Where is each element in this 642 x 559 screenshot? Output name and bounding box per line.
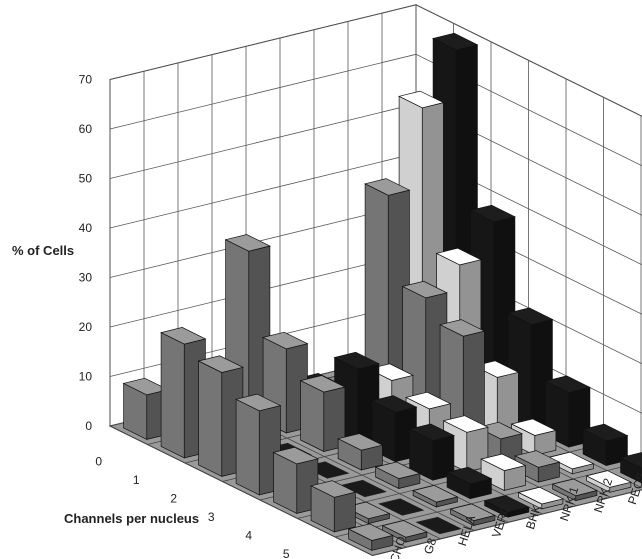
bar xyxy=(310,480,357,533)
bar xyxy=(408,423,455,481)
bar xyxy=(517,486,564,510)
y-tick-label: 30 xyxy=(79,271,93,285)
bar xyxy=(122,377,169,440)
y-tick-label: 50 xyxy=(79,172,93,186)
bar xyxy=(347,523,394,551)
series-label: G8 xyxy=(421,536,439,556)
series-label: CHO xyxy=(387,535,409,559)
x-tick-label: 4 xyxy=(245,528,252,542)
bar xyxy=(483,495,530,518)
bar xyxy=(585,470,632,493)
bar xyxy=(582,423,629,467)
y-tick-label: 0 xyxy=(85,419,92,433)
bars xyxy=(122,32,642,551)
y-tick-label: 20 xyxy=(79,320,93,334)
x-tick-label: 5 xyxy=(283,547,290,559)
bar xyxy=(381,520,428,543)
bar xyxy=(449,503,496,527)
bar xyxy=(340,479,387,498)
x-axis-label: Channels per nucleus xyxy=(64,511,199,526)
y-tick-label: 60 xyxy=(79,122,93,136)
bar xyxy=(514,450,561,483)
y-tick-labels: 0 10 20 30 40 50 60 70 xyxy=(79,73,93,434)
floor-gridline xyxy=(372,489,642,556)
y-tick-label: 10 xyxy=(79,370,93,384)
bar xyxy=(551,478,598,502)
bar xyxy=(415,516,462,535)
y-axis-label: % of Cells xyxy=(12,243,74,258)
floor-gridline xyxy=(109,425,373,556)
x-tick-label: 2 xyxy=(170,491,177,505)
x-tick-label: 0 xyxy=(95,454,102,468)
bar xyxy=(412,485,459,508)
bar xyxy=(510,418,557,456)
y-tick-label: 70 xyxy=(79,73,93,87)
y-tick-label: 40 xyxy=(79,221,93,235)
x-tick-label: 1 xyxy=(133,473,140,487)
bar xyxy=(480,453,527,491)
bar xyxy=(378,498,425,516)
x-tick-label: 3 xyxy=(208,510,215,524)
bar xyxy=(374,461,421,490)
bar xyxy=(446,466,493,500)
bar xyxy=(619,452,642,484)
